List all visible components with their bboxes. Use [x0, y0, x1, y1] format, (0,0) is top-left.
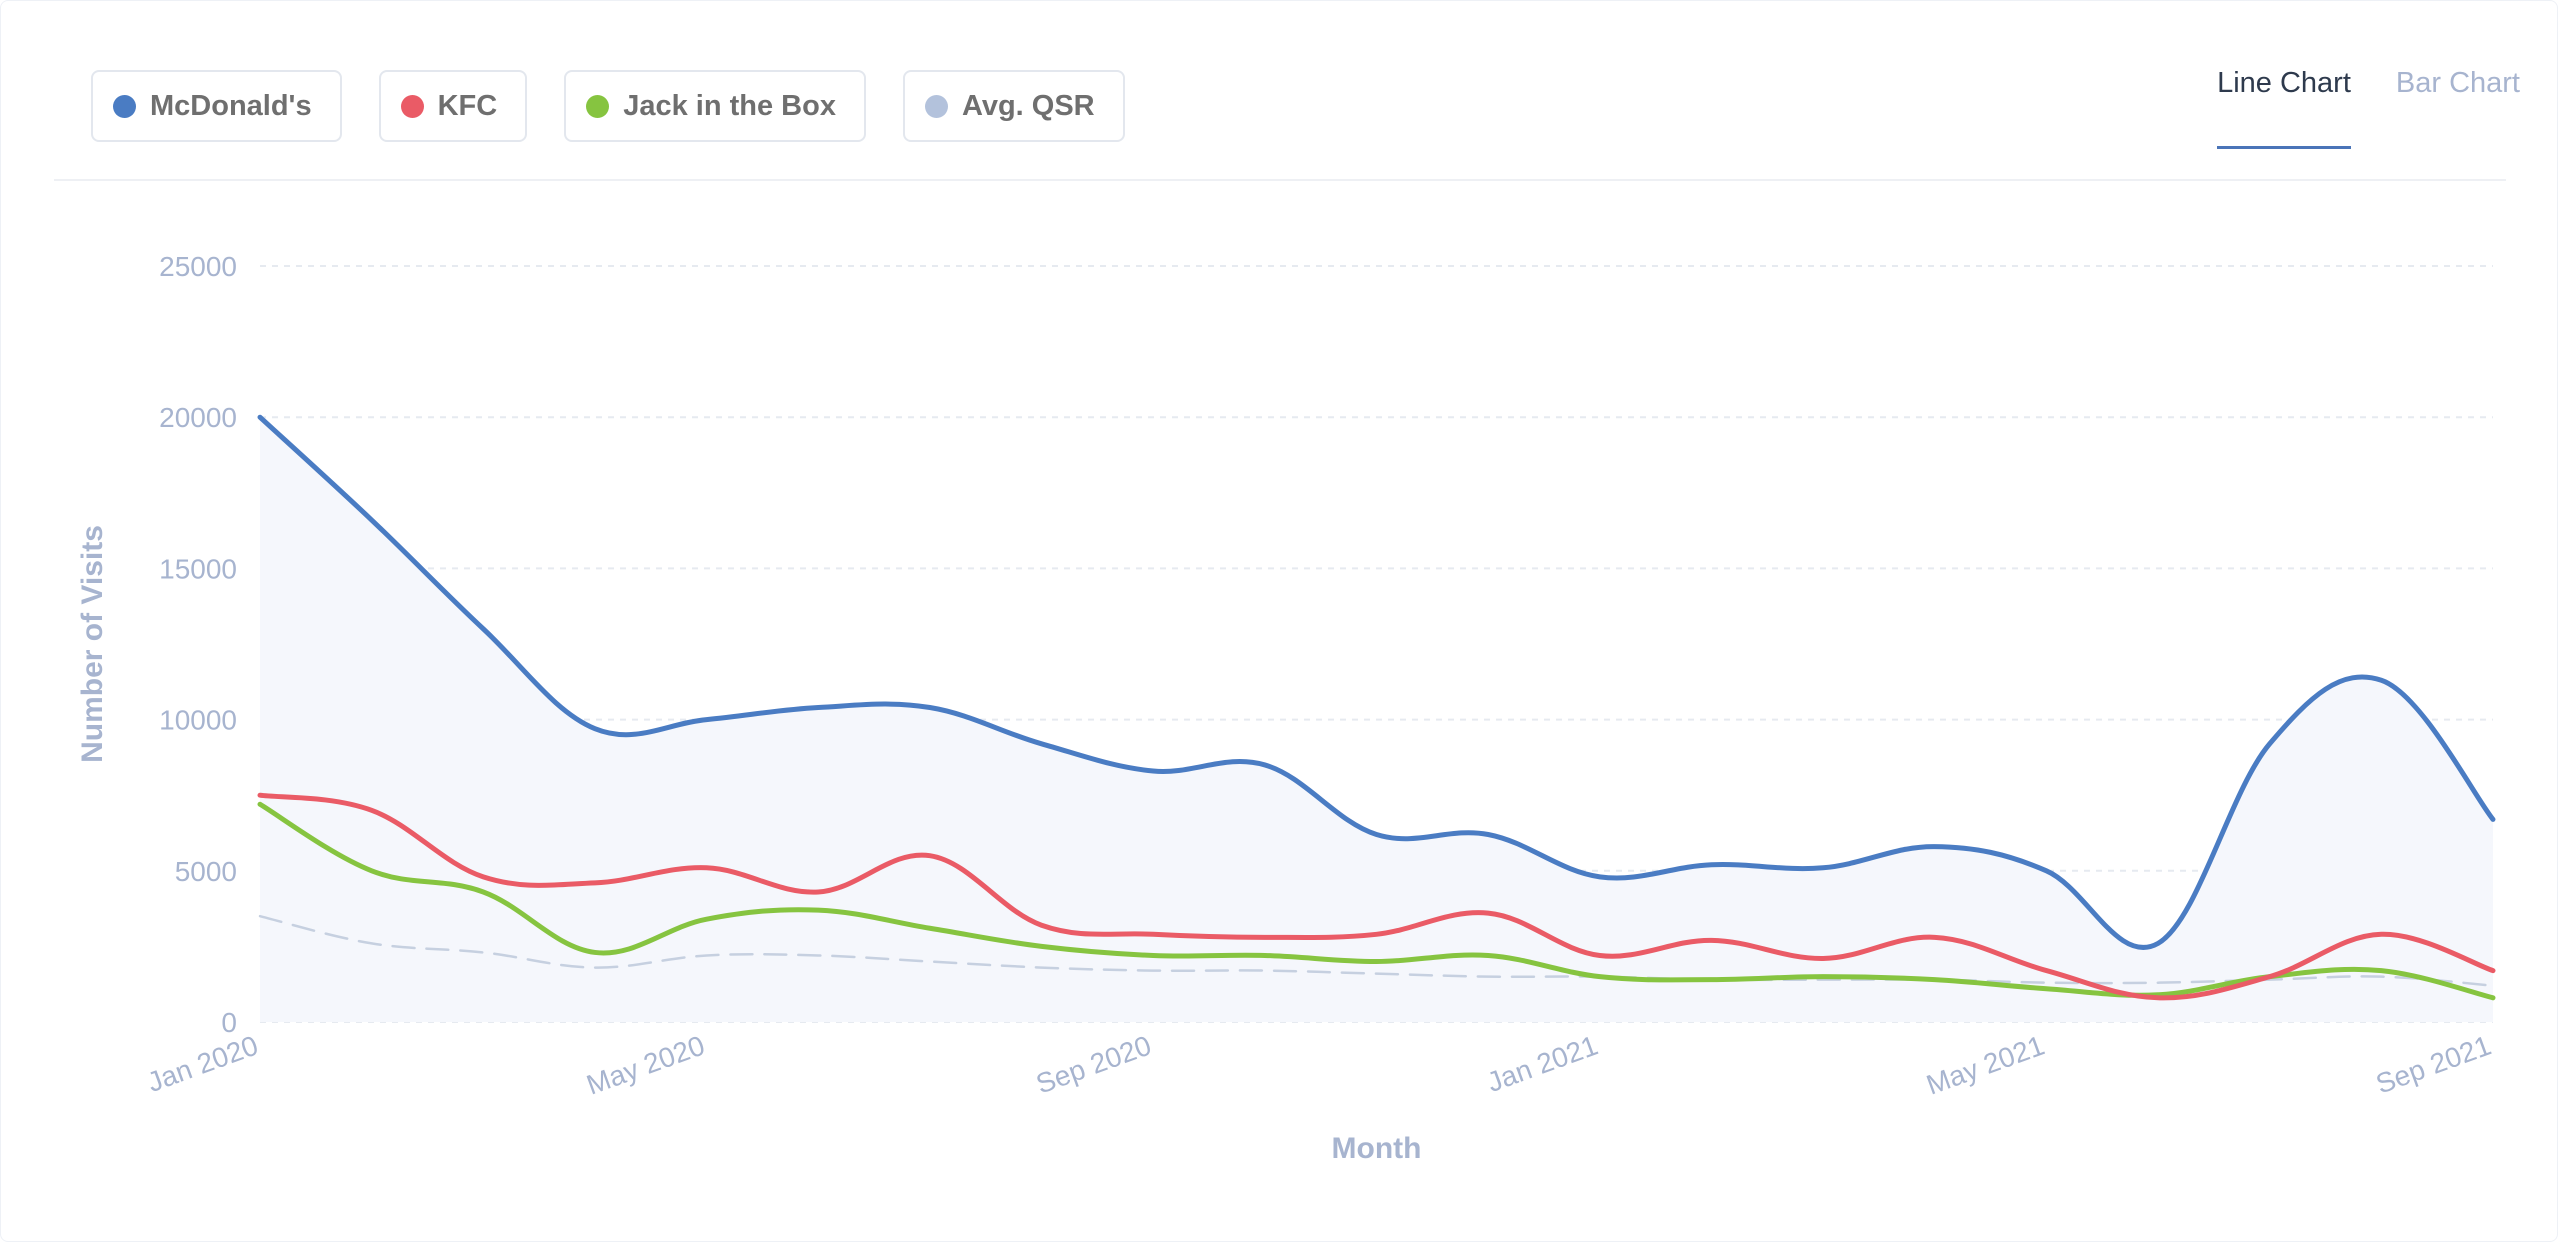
- y-tick-label: 20000: [159, 402, 237, 433]
- legend-label: Avg. QSR: [961, 89, 1095, 122]
- tab-bar-chart[interactable]: Bar Chart: [2395, 67, 2520, 99]
- legend-label: Jack in the Box: [623, 89, 836, 122]
- series-line-avg-qsr: [258, 914, 2495, 987]
- chart-type-tabs: Line Chart Bar Chart: [2217, 67, 2520, 149]
- legend: McDonald's KFC Jack in the Box Avg. QSR: [91, 70, 1125, 142]
- header-divider: [54, 179, 2506, 181]
- legend-dot-icon: [586, 94, 610, 118]
- area-fill-mcdonald-s: [260, 417, 2493, 1022]
- y-axis-title: Number of Visits: [76, 525, 109, 763]
- y-tick-label: 0: [221, 1007, 237, 1038]
- x-tick-label: May 2021: [1922, 1030, 2048, 1101]
- legend-item-avg-qsr[interactable]: Avg. QSR: [902, 70, 1125, 142]
- x-tick-label: Jan 2020: [143, 1030, 262, 1099]
- legend-item-kfc[interactable]: KFC: [378, 70, 528, 142]
- y-tick-label: 15000: [159, 553, 237, 584]
- legend-item-mcdonalds[interactable]: McDonald's: [91, 70, 342, 142]
- tab-line-chart[interactable]: Line Chart: [2217, 67, 2351, 149]
- series-line-mcdonald-s: [257, 414, 2496, 950]
- legend-dot-icon: [924, 94, 948, 118]
- x-tick-label: Sep 2021: [2372, 1030, 2495, 1100]
- y-tick-label: 10000: [159, 705, 237, 736]
- legend-label: McDonald's: [150, 89, 312, 122]
- x-tick-label: May 2020: [582, 1030, 708, 1101]
- series-line-kfc: [257, 792, 2496, 1001]
- x-axis-title: Month: [1332, 1132, 1422, 1165]
- x-tick-label: Jan 2021: [1483, 1030, 1602, 1099]
- legend-label: KFC: [437, 89, 498, 122]
- legend-item-jack-in-the-box[interactable]: Jack in the Box: [564, 70, 866, 142]
- legend-dot-icon: [400, 94, 424, 118]
- y-tick-label: 25000: [159, 251, 237, 282]
- y-tick-label: 5000: [175, 856, 237, 887]
- x-tick-label: Sep 2020: [1032, 1030, 1155, 1100]
- legend-dot-icon: [113, 94, 136, 118]
